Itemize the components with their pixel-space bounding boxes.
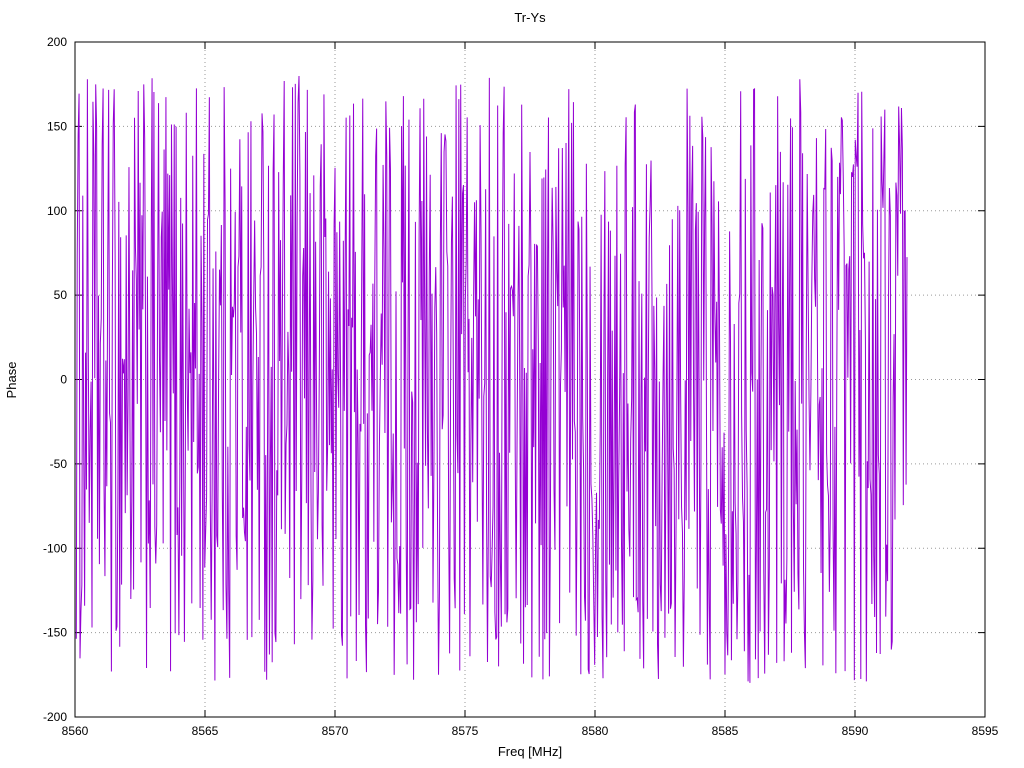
- y-tick-label: 150: [47, 119, 67, 133]
- y-tick-label: -100: [43, 541, 67, 555]
- y-axis-label: Phase: [4, 362, 19, 399]
- x-tick-label: 8575: [452, 724, 479, 738]
- y-tick-label: 0: [60, 373, 67, 387]
- y-tick-label: 50: [54, 288, 68, 302]
- x-tick-label: 8595: [972, 724, 999, 738]
- x-tick-label: 8560: [62, 724, 89, 738]
- x-tick-label: 8565: [192, 724, 219, 738]
- x-tick-label: 8570: [322, 724, 349, 738]
- x-tick-label: 8580: [582, 724, 609, 738]
- plot-border: [74, 41, 986, 718]
- x-tick-labels: 8560 8565 8570 8575 8580 8585 8590 8595: [62, 724, 999, 738]
- y-tick-labels: -200 -150 -100 -50 0 50 100 150 200: [43, 35, 67, 724]
- y-tick-label: 200: [47, 35, 67, 49]
- phase-series-line: [75, 76, 908, 683]
- y-tick-label: 100: [47, 204, 67, 218]
- x-tick-label: 8590: [842, 724, 869, 738]
- chart-title: Tr-Ys: [514, 10, 546, 25]
- x-tick-label: 8585: [712, 724, 739, 738]
- y-tick-label: -50: [50, 457, 68, 471]
- y-tick-label: -200: [43, 710, 67, 724]
- x-axis-label: Freq [MHz]: [498, 744, 562, 759]
- y-tick-label: -150: [43, 626, 67, 640]
